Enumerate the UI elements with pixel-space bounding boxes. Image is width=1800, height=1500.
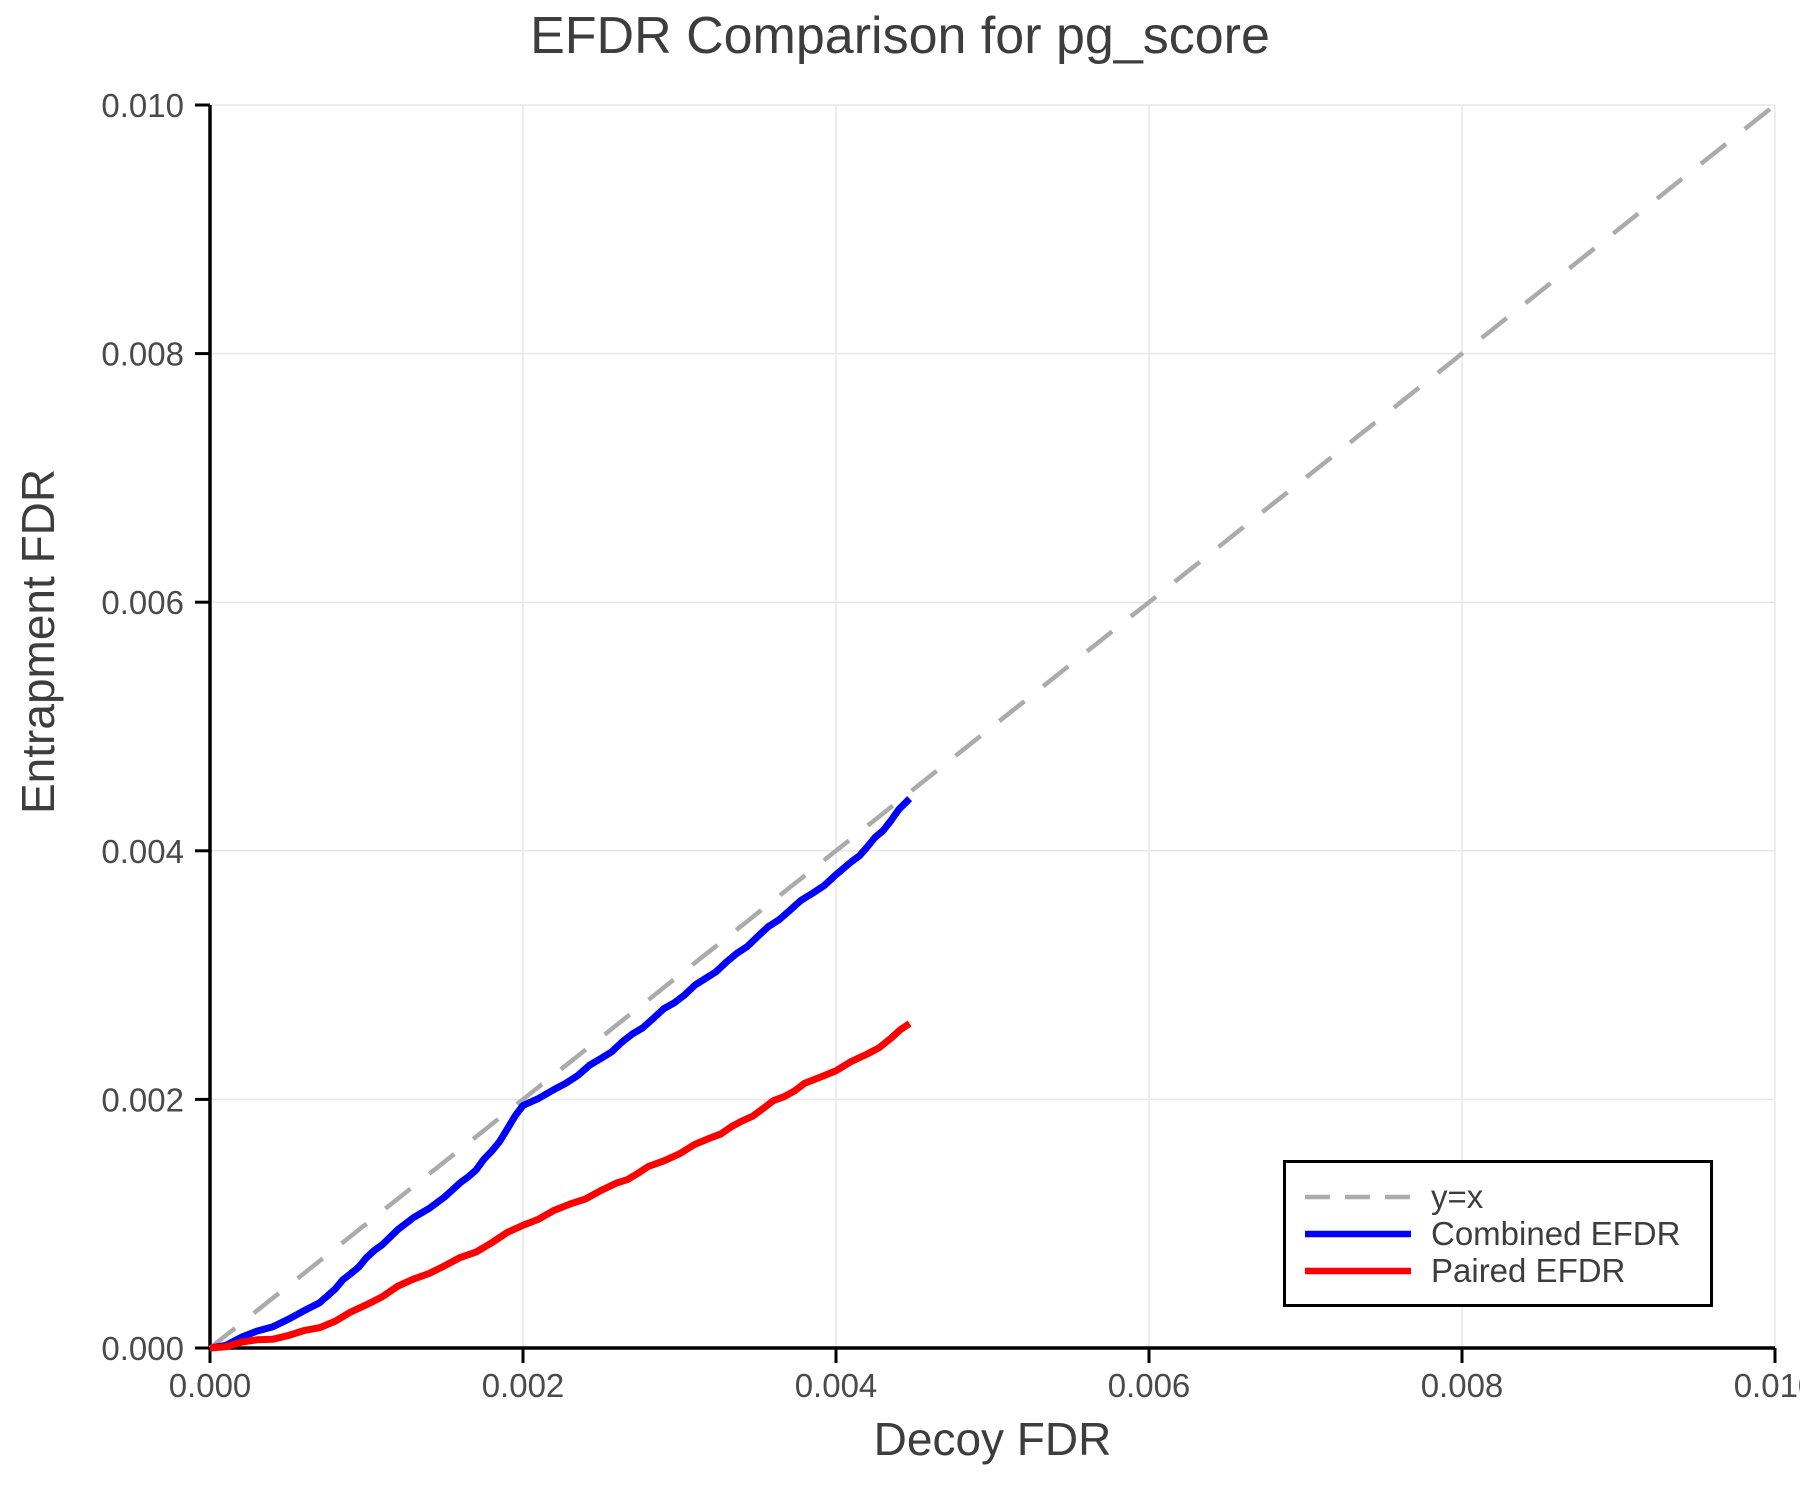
legend-line-sample [1305, 1194, 1411, 1199]
x-tick-label: 0.008 [1421, 1367, 1504, 1404]
y-tick-label: 0.006 [101, 584, 184, 621]
x-tick-label: 0.010 [1734, 1367, 1800, 1404]
legend-line-sample [1305, 1230, 1411, 1237]
series-line-combined-efdr [209, 796, 913, 1352]
legend-label: Paired EFDR [1431, 1251, 1626, 1289]
y-axis-label: Entrapment FDR [12, 468, 64, 814]
y-tick-label: 0.000 [101, 1330, 184, 1367]
legend-entry: y=x [1303, 1178, 1710, 1215]
y-tick-label: 0.008 [101, 336, 184, 373]
x-axis-label: Decoy FDR [873, 1413, 1112, 1465]
chart-title: EFDR Comparison for pg_score [530, 7, 1270, 65]
y-tick-label: 0.010 [101, 87, 184, 124]
x-tick-label: 0.002 [482, 1367, 565, 1404]
y-tick-label: 0.004 [101, 833, 184, 870]
x-tick-label: 0.000 [169, 1367, 252, 1404]
legend-label: y=x [1431, 1177, 1484, 1215]
x-tick-label: 0.004 [795, 1367, 878, 1404]
legend-entry: Combined EFDR [1303, 1215, 1710, 1252]
legend-entry: Paired EFDR [1303, 1252, 1710, 1289]
y-tick-label: 0.002 [101, 1081, 184, 1118]
legend: y=x Combined EFDR Paired EFDR [1283, 1160, 1713, 1307]
series-line-paired-efdr [209, 1020, 912, 1352]
legend-line-sample [1305, 1267, 1411, 1274]
legend-label: Combined EFDR [1431, 1214, 1681, 1252]
x-tick-label: 0.006 [1108, 1367, 1191, 1404]
